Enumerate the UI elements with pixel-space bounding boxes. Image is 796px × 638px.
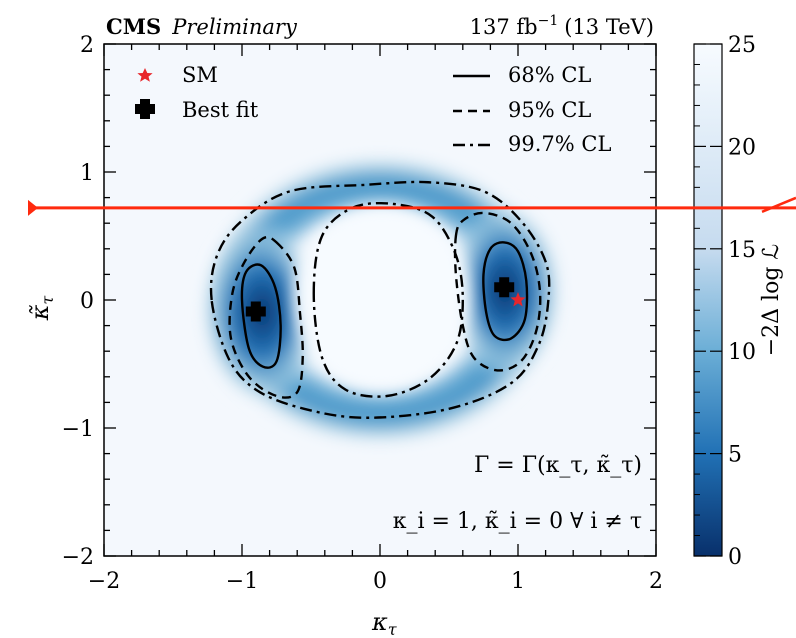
- marker-layer: [245, 277, 526, 322]
- colorbar-label: −2Δ log ℒ: [759, 244, 784, 357]
- y-axis-title: κ̃τ: [26, 295, 57, 322]
- overlay-line-left-cap: [28, 199, 38, 216]
- y-tick-label: 1: [80, 161, 94, 186]
- annotation-couplings: κ_i = 1, κ̃_i = 0 ∀ i ≠ τ: [393, 509, 642, 534]
- colorbar-tick-label: 5: [728, 443, 742, 468]
- overlay-line-group: [28, 196, 796, 216]
- sm-marker: [510, 292, 526, 307]
- y-tick-label: −2: [62, 545, 94, 570]
- contour-dashdot-outer: [209, 180, 551, 419]
- colorbar-tick-label: 0: [728, 545, 742, 570]
- cms-header: CMS Preliminary: [106, 14, 298, 39]
- contour-solid-right: [482, 241, 529, 342]
- lumi-header: 137 fb−1 (13 TeV): [470, 13, 654, 39]
- legend-997: 99.7% CL: [453, 132, 611, 156]
- sm-star-icon: [137, 68, 153, 82]
- x-tick-label: 2: [649, 569, 663, 594]
- y-tick-label: −1: [62, 417, 94, 442]
- x-tick-label: −2: [88, 569, 120, 594]
- legend: SM Best fit 68% CL 95% CL 99.7% CL: [135, 63, 611, 156]
- heatmap-hole: [294, 206, 470, 390]
- x-tick-label: 0: [373, 569, 387, 594]
- legend-997-label: 99.7% CL: [508, 132, 611, 156]
- legend-bestfit-label: Best fit: [182, 98, 259, 122]
- legend-68-label: 68% CL: [508, 63, 591, 87]
- contour-solid-left: [240, 263, 282, 369]
- x-tick-label: 1: [511, 569, 525, 594]
- colorbar-ticks: 0 5 10 15 20 25: [694, 33, 756, 570]
- colorbar: 0 5 10 15 20 25 −2Δ log ℒ: [693, 33, 784, 570]
- preliminary-label: Preliminary: [171, 15, 298, 39]
- legend-bestfit: Best fit: [135, 98, 259, 122]
- y-tick-label: 2: [80, 33, 94, 58]
- energy-label: (13 TeV): [564, 15, 654, 39]
- cms-label: CMS: [106, 14, 161, 39]
- heatmap-layer: [200, 155, 563, 445]
- x-tick-label: −1: [226, 569, 258, 594]
- colorbar-gradient: [693, 43, 723, 557]
- best-fit-marker-1: [245, 301, 266, 322]
- legend-sm: SM: [137, 63, 218, 87]
- tick-layer: −2 −1 0 1 2 −2 −1 0 1 2: [62, 33, 663, 594]
- legend-68: 68% CL: [453, 63, 591, 87]
- lumi-exponent: −1: [538, 13, 559, 29]
- colorbar-tick-label: 25: [728, 33, 756, 58]
- lumi-value: 137 fb: [470, 15, 538, 39]
- legend-95-label: 95% CL: [508, 98, 591, 122]
- y-tick-label: 0: [80, 289, 94, 314]
- contour-dashed-right: [453, 211, 542, 372]
- annotation-gamma: Γ = Γ(κ_τ, κ̃_τ): [474, 453, 642, 478]
- overlay-line-right-tail: [761, 196, 796, 213]
- colorbar-tick-label: 15: [728, 238, 756, 263]
- bestfit-plus-icon: [135, 99, 155, 119]
- legend-95: 95% CL: [453, 98, 591, 122]
- colorbar-tick-label: 10: [728, 340, 756, 365]
- legend-sm-label: SM: [182, 63, 218, 87]
- colorbar-tick-label: 20: [728, 135, 756, 160]
- contour-dashed-left: [228, 235, 304, 399]
- x-axis-title: κτ: [371, 608, 398, 638]
- best-fit-marker-0: [494, 277, 515, 298]
